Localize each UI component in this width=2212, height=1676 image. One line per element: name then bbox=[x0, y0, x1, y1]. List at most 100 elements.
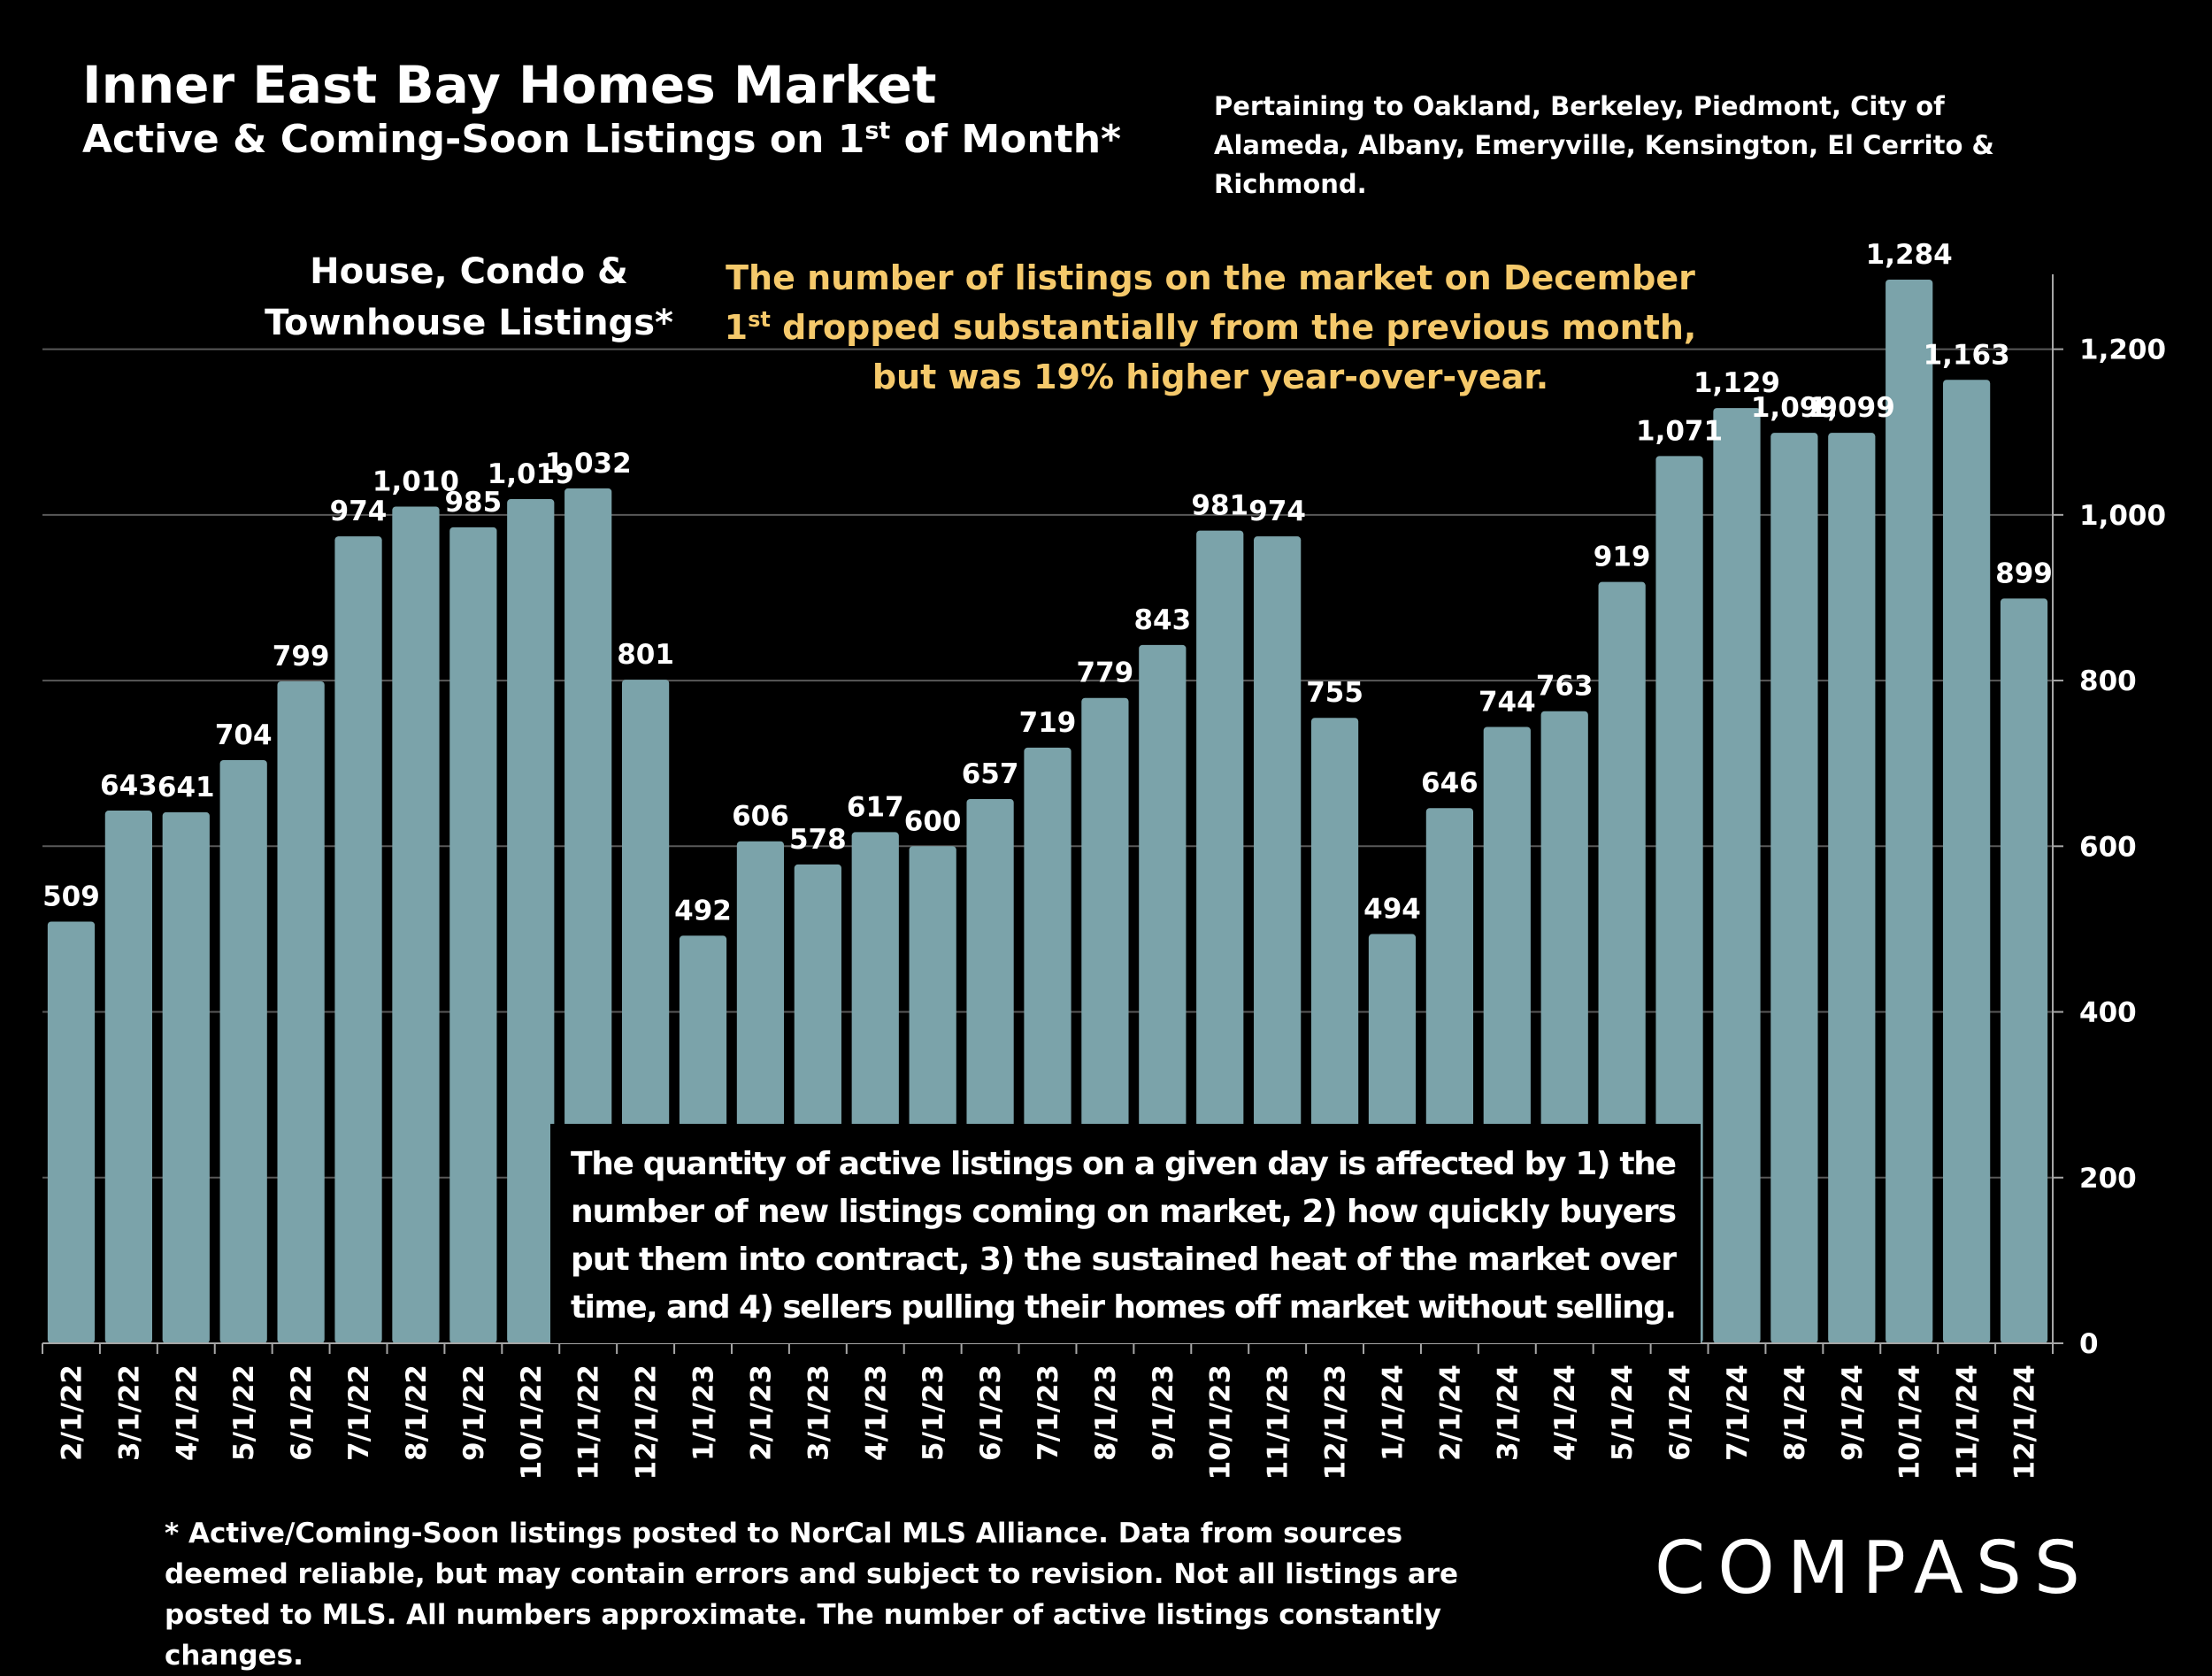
subtitle-tail: of Month* bbox=[890, 117, 1122, 162]
subtitle-superscript: st bbox=[864, 117, 891, 145]
data-label: 801 bbox=[617, 639, 674, 671]
data-label: 799 bbox=[273, 641, 330, 673]
x-tick-label: 2/1/22 bbox=[56, 1365, 88, 1461]
data-label: 1,284 bbox=[1866, 239, 1953, 271]
x-tick-label: 3/1/23 bbox=[803, 1365, 834, 1461]
x-tick-label: 5/1/23 bbox=[918, 1365, 949, 1461]
bar bbox=[507, 499, 555, 1343]
x-tick-label: 9/1/22 bbox=[458, 1365, 490, 1461]
x-tick-label: 11/1/24 bbox=[1952, 1365, 1984, 1480]
data-label: 763 bbox=[1536, 671, 1594, 703]
x-tick-label: 9/1/24 bbox=[1837, 1365, 1869, 1461]
data-label: 974 bbox=[1248, 496, 1306, 527]
x-tick-label: 5/1/22 bbox=[228, 1365, 260, 1461]
y-tick-label: 800 bbox=[2079, 665, 2137, 697]
x-tick-label: 4/1/23 bbox=[860, 1365, 892, 1461]
data-label: 719 bbox=[1019, 707, 1077, 739]
data-label: 494 bbox=[1363, 894, 1421, 926]
bar bbox=[449, 527, 497, 1343]
data-label: 899 bbox=[1995, 557, 2053, 589]
data-label: 492 bbox=[674, 895, 732, 926]
x-tick-label: 3/1/22 bbox=[113, 1365, 145, 1461]
data-label: 600 bbox=[904, 805, 962, 837]
explanation-box bbox=[550, 1124, 1701, 1343]
y-tick-label: 0 bbox=[2079, 1328, 2099, 1360]
data-label: 606 bbox=[732, 801, 789, 833]
highlight-line: but was 19% higher year-over-year. bbox=[872, 357, 1548, 396]
x-tick-labels: 2/1/22 3/1/22 4/1/22 5/1/22 6/1/22 7/1/22 8/1/… bbox=[56, 1365, 2040, 1480]
data-label: 1,099 bbox=[1809, 392, 1895, 424]
x-tick-label: 12/1/24 bbox=[2009, 1365, 2041, 1480]
bar bbox=[47, 921, 96, 1343]
data-label: 1,163 bbox=[1924, 339, 2010, 371]
data-label: 744 bbox=[1479, 687, 1536, 719]
highlight-annotation: The number of listings on the market on … bbox=[725, 258, 1697, 396]
x-tick-label: 4/1/24 bbox=[1549, 1365, 1581, 1461]
data-label: 1,019 bbox=[488, 458, 574, 490]
data-label: 985 bbox=[444, 487, 502, 519]
x-tick-label: 7/1/22 bbox=[343, 1365, 375, 1461]
highlight-superscript: st bbox=[748, 307, 771, 332]
bar bbox=[162, 811, 210, 1343]
data-label: 578 bbox=[789, 824, 847, 856]
x-tick-label: 12/1/23 bbox=[1320, 1365, 1352, 1480]
x-tick-label: 6/1/24 bbox=[1664, 1365, 1696, 1461]
x-tick-label: 6/1/23 bbox=[975, 1365, 1007, 1461]
annotations: House, Condo & Townhouse Listings* The num… bbox=[265, 251, 1701, 1343]
highlight-line: 1st dropped substantially from the previ… bbox=[725, 307, 1697, 347]
data-label: 641 bbox=[157, 772, 215, 803]
x-tick-label: 5/1/24 bbox=[1607, 1365, 1639, 1461]
x-tick-label: 1/1/24 bbox=[1377, 1365, 1409, 1461]
x-tick-label: 7/1/23 bbox=[1033, 1365, 1064, 1461]
data-label: 919 bbox=[1594, 542, 1651, 573]
highlight-text: but was 19% higher year-over-year. bbox=[872, 357, 1548, 396]
bar bbox=[1943, 380, 1991, 1344]
footnote: * Active/Coming-Soon listings posted to … bbox=[165, 1518, 1459, 1672]
bar bbox=[1828, 433, 1876, 1343]
x-tick-label: 2/1/24 bbox=[1434, 1365, 1466, 1461]
x-tick-label: 9/1/23 bbox=[1148, 1365, 1179, 1461]
bar bbox=[392, 506, 440, 1343]
highlight-line: The number of listings on the market on … bbox=[726, 258, 1695, 297]
chart-subtitle: Active & Coming-Soon Listings on 1st of … bbox=[82, 117, 1121, 162]
bar bbox=[1886, 279, 1933, 1343]
data-label: 843 bbox=[1133, 604, 1191, 636]
bar bbox=[277, 681, 325, 1343]
x-tick-label: 10/1/22 bbox=[516, 1365, 548, 1480]
compass-logo: COMPASS bbox=[1655, 1526, 2093, 1611]
x-tick-label: 12/1/22 bbox=[631, 1365, 663, 1480]
series-label-line: Townhouse Listings* bbox=[265, 303, 673, 343]
data-label: 509 bbox=[42, 880, 100, 912]
y-tick-label: 1,000 bbox=[2079, 500, 2166, 532]
bar bbox=[2000, 598, 2048, 1343]
x-tick-label: 2/1/23 bbox=[745, 1365, 777, 1461]
data-label: 755 bbox=[1306, 677, 1363, 709]
x-tick-label: 10/1/23 bbox=[1205, 1365, 1237, 1480]
highlight-text: dropped substantially from the previous … bbox=[771, 308, 1696, 347]
x-tick-label: 8/1/24 bbox=[1779, 1365, 1811, 1461]
y-tick-label: 600 bbox=[2079, 831, 2137, 863]
y-tick-label: 1,200 bbox=[2079, 334, 2166, 366]
x-tick-label: 11/1/22 bbox=[573, 1365, 605, 1480]
y-tick-label: 400 bbox=[2079, 997, 2137, 1029]
highlight-text: 1 bbox=[725, 308, 748, 347]
explanation-line: number of new listings coming on market,… bbox=[571, 1194, 1677, 1230]
data-label: 974 bbox=[330, 496, 388, 527]
data-label: 779 bbox=[1077, 657, 1134, 689]
x-tick-label: 8/1/23 bbox=[1090, 1365, 1122, 1461]
bar bbox=[1655, 456, 1703, 1343]
explanation-line: The quantity of active listings on a giv… bbox=[571, 1146, 1677, 1182]
data-label: 1,099 bbox=[1751, 392, 1838, 424]
data-label: 1,071 bbox=[1636, 415, 1723, 447]
explanation-line: put them into contract, 3) the sustained… bbox=[571, 1242, 1677, 1278]
x-tick-label: 3/1/24 bbox=[1492, 1365, 1524, 1461]
explanation-line: time, and 4) sellers pulling their homes… bbox=[571, 1289, 1677, 1326]
x-tick-label: 8/1/22 bbox=[401, 1365, 433, 1461]
bar bbox=[334, 536, 382, 1343]
x-tick-label: 10/1/24 bbox=[1894, 1365, 1926, 1480]
data-label: 1,129 bbox=[1694, 367, 1780, 399]
x-tick-label: 7/1/24 bbox=[1722, 1365, 1754, 1461]
bar bbox=[219, 759, 267, 1343]
